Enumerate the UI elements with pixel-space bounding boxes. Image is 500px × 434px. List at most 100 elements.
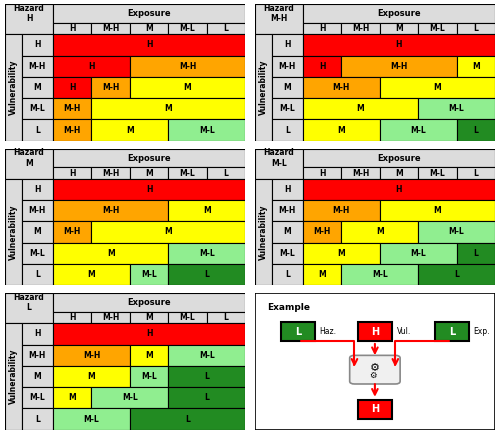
- Bar: [272, 243, 303, 264]
- Text: H: H: [69, 83, 75, 92]
- Bar: [281, 322, 315, 341]
- Text: H: H: [371, 326, 379, 336]
- Bar: [92, 312, 130, 323]
- Text: M-H: M-H: [278, 62, 296, 71]
- Bar: [303, 23, 342, 34]
- Bar: [22, 323, 53, 345]
- Text: M: M: [434, 206, 441, 215]
- Bar: [22, 34, 53, 56]
- Text: L: L: [204, 372, 209, 381]
- Bar: [255, 34, 272, 141]
- Bar: [22, 408, 53, 430]
- Bar: [342, 221, 418, 243]
- Bar: [380, 167, 418, 179]
- Text: M-H: M-H: [102, 168, 120, 178]
- Bar: [380, 119, 456, 141]
- Text: H: H: [34, 40, 40, 49]
- Text: M-L: M-L: [280, 249, 295, 258]
- Bar: [303, 119, 380, 141]
- Text: H: H: [396, 185, 402, 194]
- Bar: [418, 23, 457, 34]
- Bar: [22, 243, 53, 264]
- FancyBboxPatch shape: [350, 355, 400, 384]
- Text: M: M: [376, 227, 384, 237]
- Bar: [168, 119, 245, 141]
- Text: M: M: [203, 206, 210, 215]
- Text: M-L: M-L: [141, 270, 157, 279]
- Bar: [380, 200, 495, 221]
- Text: M-L: M-L: [141, 372, 157, 381]
- Text: M-L: M-L: [280, 104, 295, 113]
- Bar: [130, 264, 168, 285]
- Text: Exposure: Exposure: [128, 298, 171, 307]
- Text: M: M: [126, 125, 134, 135]
- Bar: [53, 221, 92, 243]
- Text: M-H: M-H: [102, 83, 120, 92]
- Text: M-L: M-L: [410, 125, 426, 135]
- Bar: [303, 34, 495, 56]
- Text: H: H: [69, 168, 75, 178]
- Bar: [456, 56, 495, 77]
- Text: M: M: [34, 227, 42, 237]
- Text: M-L: M-L: [410, 249, 426, 258]
- Text: L: L: [185, 414, 190, 424]
- Text: M: M: [472, 62, 480, 71]
- Bar: [272, 34, 303, 56]
- Text: H: H: [69, 24, 75, 33]
- Bar: [53, 56, 130, 77]
- Text: M-H: M-H: [102, 24, 120, 33]
- Bar: [168, 312, 207, 323]
- Text: M-L: M-L: [448, 227, 464, 237]
- Text: M: M: [34, 83, 42, 92]
- Bar: [92, 98, 245, 119]
- Text: M: M: [164, 104, 172, 113]
- Text: H: H: [146, 329, 152, 339]
- Bar: [130, 345, 168, 366]
- Bar: [303, 149, 495, 167]
- Bar: [168, 23, 207, 34]
- Bar: [168, 345, 245, 366]
- Bar: [303, 98, 418, 119]
- Bar: [53, 408, 130, 430]
- Text: M-H: M-H: [278, 206, 296, 215]
- Text: M-L: M-L: [372, 270, 388, 279]
- Text: M: M: [164, 227, 172, 237]
- Text: M: M: [338, 249, 345, 258]
- Text: L: L: [285, 125, 290, 135]
- Bar: [303, 243, 380, 264]
- Bar: [272, 56, 303, 77]
- Text: M: M: [395, 24, 403, 33]
- Bar: [272, 179, 303, 200]
- Bar: [22, 264, 53, 285]
- Text: Exposure: Exposure: [377, 154, 420, 163]
- Text: M-H: M-H: [28, 206, 46, 215]
- Bar: [53, 77, 92, 98]
- Text: M-H: M-H: [64, 227, 81, 237]
- Bar: [418, 98, 495, 119]
- Bar: [5, 179, 22, 285]
- Bar: [53, 119, 92, 141]
- Text: H: H: [284, 40, 290, 49]
- Bar: [130, 56, 245, 77]
- Bar: [22, 77, 53, 98]
- Text: Exposure: Exposure: [128, 154, 171, 163]
- Text: M: M: [88, 372, 96, 381]
- Text: L: L: [474, 249, 478, 258]
- Bar: [456, 243, 495, 264]
- Bar: [53, 345, 130, 366]
- Bar: [22, 387, 53, 408]
- Bar: [303, 77, 380, 98]
- Bar: [53, 323, 245, 345]
- Text: Exposure: Exposure: [377, 9, 420, 18]
- Bar: [342, 264, 418, 285]
- Text: L: L: [204, 270, 209, 279]
- Text: M-H: M-H: [64, 125, 81, 135]
- Text: Hazard
M: Hazard M: [14, 148, 44, 168]
- Text: M-H: M-H: [28, 351, 46, 360]
- Text: Vul.: Vul.: [396, 327, 411, 336]
- Text: M-H: M-H: [83, 351, 100, 360]
- Text: H: H: [69, 313, 75, 322]
- Bar: [303, 179, 495, 200]
- Bar: [418, 264, 495, 285]
- Text: M-L: M-L: [30, 104, 46, 113]
